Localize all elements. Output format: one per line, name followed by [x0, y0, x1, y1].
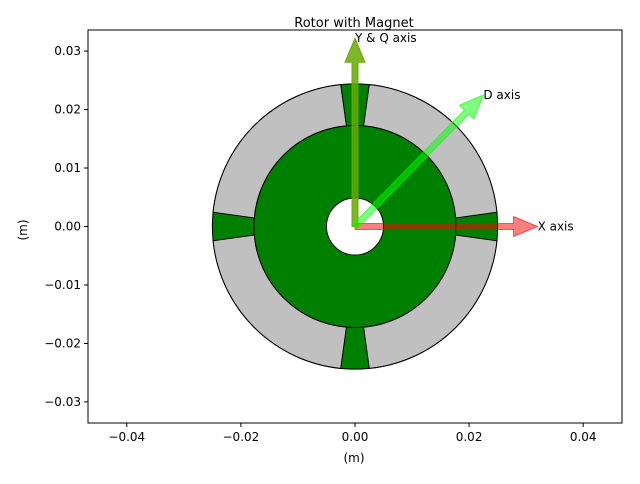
x-axis-ticks: −0.04 −0.02 0.00 0.02 0.04	[108, 423, 597, 444]
arrow-label: Y & Q axis	[354, 31, 417, 45]
x-tick-label: 0.00	[342, 430, 369, 444]
y-tick-label: 0.03	[54, 44, 81, 58]
x-tick-label: 0.02	[456, 430, 483, 444]
y-tick-label: 0.02	[54, 103, 81, 117]
y-axis-ticks: −0.03 −0.02 −0.01 0.00 0.01 0.02 0.03	[44, 44, 88, 409]
chart-title: Rotor with Magnet	[294, 16, 413, 31]
arrow-y-q-axis	[344, 36, 366, 227]
arrow-label: X axis	[538, 220, 574, 234]
y-tick-label: −0.01	[44, 278, 81, 292]
y-axis-label: (m)	[16, 219, 30, 240]
arrow-label: D axis	[483, 88, 520, 102]
x-tick-label: 0.04	[570, 430, 597, 444]
arrow-d-axis	[352, 93, 485, 230]
y-tick-label: −0.02	[44, 336, 81, 350]
x-tick-label: −0.04	[108, 430, 145, 444]
arrow-x-axis	[354, 215, 539, 238]
arrow-layer: X axis Y & Q axis D axis	[344, 31, 574, 238]
x-axis-label: (m)	[343, 451, 364, 465]
x-tick-label: −0.02	[223, 430, 260, 444]
y-tick-label: 0.01	[54, 161, 81, 175]
y-tick-label: −0.03	[44, 395, 81, 409]
y-tick-label: 0.00	[54, 220, 81, 234]
